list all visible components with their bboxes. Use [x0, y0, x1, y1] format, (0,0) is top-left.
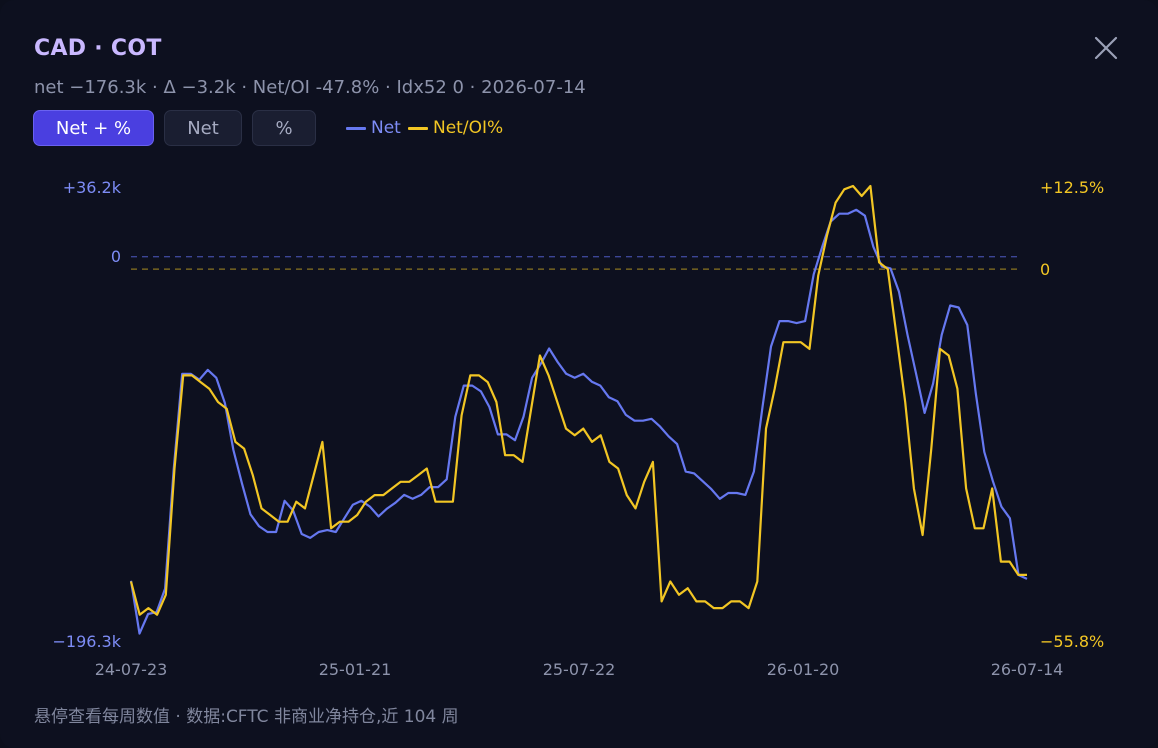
left-axis-zero-label: 0 [111, 247, 121, 266]
legend-net-label: Net [371, 118, 401, 138]
view-net-pct-button[interactable]: Net + % [33, 110, 154, 146]
legend-net-swatch [346, 126, 366, 130]
view-net-button[interactable]: Net [164, 110, 242, 146]
view-pct-button[interactable]: % [252, 110, 316, 146]
left-axis-max-label: +36.2k [63, 178, 122, 197]
x-tick-label: 26-07-14 [991, 660, 1064, 679]
footer-note: 悬停查看每周数值 · 数据:CFTC 非商业净持仓,近 104 周 [34, 707, 459, 727]
right-axis-max-label: +12.5% [1040, 178, 1104, 197]
legend-pct-label: Net/OI% [433, 118, 504, 138]
chart-title: CAD · COT [34, 36, 162, 61]
legend-net: Net [346, 118, 401, 138]
right-axis-zero-label: 0 [1040, 260, 1050, 279]
x-tick-label: 25-01-21 [319, 660, 392, 679]
right-axis-min-label: −55.8% [1040, 632, 1104, 651]
x-tick-label: 26-01-20 [767, 660, 840, 679]
chart-subtitle: net −176.3k · Δ −3.2k · Net/OI -47.8% · … [34, 77, 586, 98]
series-line-net [129, 208, 1028, 635]
left-axis-min-label: −196.3k [53, 632, 122, 651]
series-line-net-oi-pct [129, 184, 1027, 616]
close-icon[interactable] [1092, 34, 1120, 62]
x-tick-label: 24-07-23 [95, 660, 168, 679]
x-tick-label: 25-07-22 [543, 660, 616, 679]
legend-pct: Net/OI% [408, 118, 503, 138]
legend-pct-swatch [408, 126, 428, 130]
